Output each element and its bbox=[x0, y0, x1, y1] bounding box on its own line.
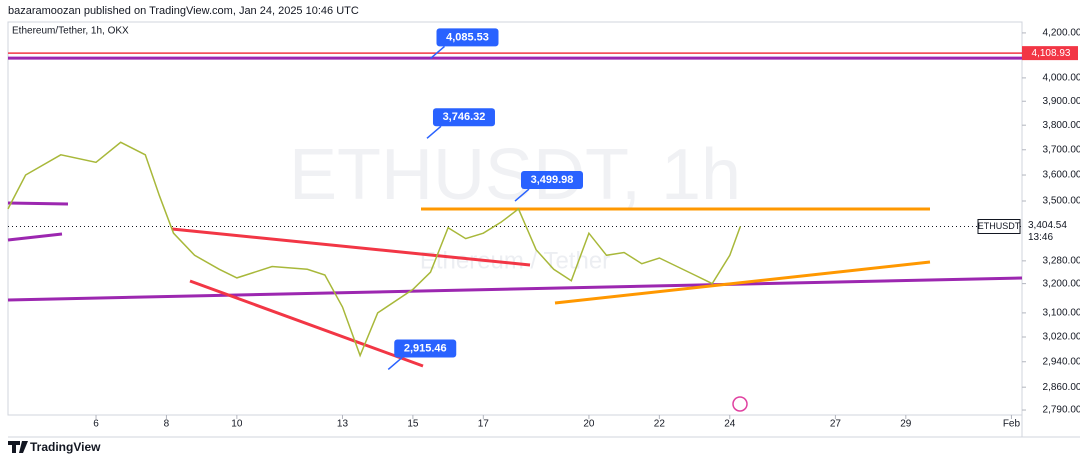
orange-trendline bbox=[554, 260, 931, 305]
y-tick-label: 3,200.00 bbox=[1043, 278, 1080, 289]
annotation-label: 4,085.53 bbox=[446, 31, 489, 43]
red-trendline bbox=[189, 279, 424, 368]
x-tick-label: 15 bbox=[407, 419, 419, 430]
y-tick-label: 2,940.00 bbox=[1043, 356, 1080, 367]
x-tick-label: Feb bbox=[1003, 419, 1021, 430]
y-tick-label: 4,000.00 bbox=[1043, 73, 1080, 84]
annotation-pointer bbox=[387, 356, 403, 371]
price-line bbox=[7, 141, 742, 358]
countdown: 13:46 bbox=[1028, 232, 1053, 243]
x-tick-label: 20 bbox=[583, 419, 595, 430]
x-tick-label: 8 bbox=[164, 419, 170, 430]
y-tick-label: 3,280.00 bbox=[1043, 255, 1080, 266]
x-tick-label: 27 bbox=[830, 419, 842, 430]
red-trendline bbox=[171, 227, 531, 267]
chart-title: Ethereum/Tether, 1h, OKX bbox=[12, 26, 129, 37]
x-tick-label: 10 bbox=[231, 419, 243, 430]
annotation-label: 3,499.98 bbox=[531, 174, 574, 186]
y-tick-label: 2,790.00 bbox=[1043, 405, 1080, 416]
purple-trendline bbox=[7, 276, 1023, 302]
annotation-pointer bbox=[514, 188, 530, 202]
x-tick-label: 29 bbox=[900, 419, 912, 430]
x-tick-label: 22 bbox=[654, 419, 666, 430]
symbol-label: ETHUSDT bbox=[978, 221, 1021, 231]
annotation-box bbox=[394, 339, 457, 358]
y-tick-label: 3,600.00 bbox=[1043, 170, 1080, 181]
header: bazaramoozan published on TradingView.co… bbox=[8, 5, 359, 17]
marked-level-label: 4,108.93 bbox=[1032, 48, 1071, 59]
annotation-pointer bbox=[426, 125, 442, 139]
y-tick-label: 3,800.00 bbox=[1043, 120, 1080, 131]
symbol-tag bbox=[977, 218, 1021, 234]
annotation-box bbox=[436, 28, 499, 47]
footer: TradingView bbox=[30, 440, 101, 454]
annotation-label: 3,746.32 bbox=[443, 111, 486, 123]
watermark: ETHUSDT, 1h bbox=[289, 135, 741, 215]
current-price-label: 3,404.54 bbox=[1028, 220, 1067, 231]
x-tick-label: 13 bbox=[337, 419, 349, 430]
annotation-box bbox=[521, 171, 583, 190]
x-tick-label: 6 bbox=[93, 419, 99, 430]
y-tick-label: 3,900.00 bbox=[1043, 96, 1080, 107]
y-tick-label: 3,500.00 bbox=[1043, 196, 1080, 207]
purple-segment bbox=[7, 201, 69, 206]
annotation-pointer bbox=[430, 45, 445, 59]
purple-segment bbox=[7, 232, 63, 242]
y-tick-label: 3,700.00 bbox=[1043, 144, 1080, 155]
annotation-box bbox=[432, 108, 495, 127]
y-tick-label: 3,100.00 bbox=[1043, 308, 1080, 319]
drawings bbox=[7, 201, 1023, 368]
tv-logo bbox=[8, 441, 28, 453]
y-tick-label: 2,860.00 bbox=[1043, 382, 1080, 393]
event-icon[interactable] bbox=[732, 396, 748, 412]
marked-level-tag bbox=[1022, 46, 1078, 61]
y-tick-label: 3,020.00 bbox=[1043, 332, 1080, 343]
x-tick-label: 17 bbox=[478, 419, 490, 430]
annotation-label: 2,915.46 bbox=[404, 342, 447, 354]
y-tick-label: 4,200.00 bbox=[1043, 28, 1080, 39]
x-tick-label: 24 bbox=[724, 419, 736, 430]
